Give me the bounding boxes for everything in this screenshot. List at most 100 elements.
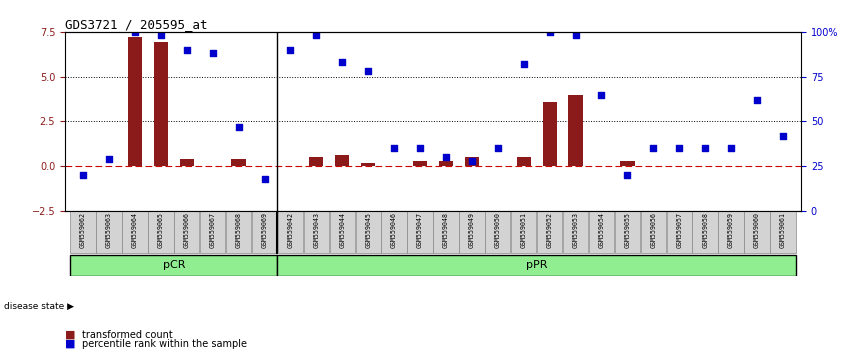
Point [154,33,168,38]
Point [102,156,116,162]
Text: GDS3721 / 205595_at: GDS3721 / 205595_at [65,18,208,31]
Bar [278,211,303,253]
Text: GSM559049: GSM559049 [469,212,475,248]
Bar [511,211,536,253]
Text: GSM559066: GSM559066 [184,212,190,248]
Bar [641,211,666,253]
Text: GSM559047: GSM559047 [417,212,423,248]
Point [465,158,479,164]
Point [361,68,375,74]
Bar [335,155,349,166]
Text: percentile rank within the sample: percentile rank within the sample [82,339,248,349]
Bar [226,211,251,253]
Point [439,154,453,160]
Text: GSM559043: GSM559043 [313,212,320,248]
Text: ■: ■ [65,330,75,339]
Point [76,172,90,178]
Bar [70,211,96,253]
Bar [122,211,147,253]
Bar [304,211,329,253]
Bar [667,211,692,253]
Text: GSM559068: GSM559068 [236,212,242,248]
Point [672,145,686,151]
Bar [744,211,770,253]
Bar [231,159,246,166]
Bar [517,157,531,166]
Text: GSM559067: GSM559067 [210,212,216,248]
Text: transformed count: transformed count [82,330,173,339]
Point [335,59,349,65]
Text: GSM559062: GSM559062 [80,212,86,248]
Point [543,29,557,35]
Text: GSM559048: GSM559048 [443,212,449,248]
Bar [693,211,718,253]
Text: GSM559064: GSM559064 [132,212,138,248]
Text: GSM559045: GSM559045 [365,212,372,248]
Bar [356,211,381,253]
Bar [719,211,744,253]
Point [128,29,142,35]
Bar [615,211,640,253]
Point [646,145,660,151]
Text: pCR: pCR [163,261,185,270]
Bar [620,161,635,166]
Bar [433,211,459,253]
Point [283,47,297,53]
Bar [542,102,557,166]
Bar [174,211,199,253]
Bar [439,161,453,166]
Bar [589,211,614,253]
Point [517,61,531,67]
Text: GSM559054: GSM559054 [598,212,604,248]
Text: GSM559052: GSM559052 [546,212,553,248]
Point [620,172,634,178]
Text: GSM559053: GSM559053 [572,212,578,248]
Text: GSM559055: GSM559055 [624,212,630,248]
Point [206,51,220,56]
Text: GSM559056: GSM559056 [650,212,656,248]
Bar [459,211,485,253]
Bar [148,211,173,253]
Bar [179,159,194,166]
Text: GSM559058: GSM559058 [702,212,708,248]
Text: GSM559057: GSM559057 [676,212,682,248]
Bar [330,211,355,253]
Point [595,92,609,97]
Bar [465,157,479,166]
Text: GSM559042: GSM559042 [288,212,294,248]
Text: GSM559046: GSM559046 [391,212,397,248]
Point [232,124,246,130]
Bar [568,95,583,166]
Bar [413,161,427,166]
Bar [200,211,225,253]
Bar [770,211,796,253]
Bar [128,37,142,166]
Bar [277,255,796,276]
Point [491,145,505,151]
Point [776,133,790,138]
Text: GSM559044: GSM559044 [339,212,346,248]
Text: GSM559063: GSM559063 [106,212,112,248]
Bar [563,211,588,253]
Bar [70,255,277,276]
Text: GSM559051: GSM559051 [520,212,527,248]
Text: disease state ▶: disease state ▶ [4,302,74,311]
Bar [407,211,433,253]
Point [387,145,401,151]
Point [569,33,583,38]
Text: pPR: pPR [526,261,547,270]
Bar [537,211,562,253]
Point [724,145,738,151]
Bar [381,211,407,253]
Bar [485,211,510,253]
Bar [96,211,122,253]
Point [309,33,323,38]
Point [257,176,271,182]
Text: GSM559060: GSM559060 [754,212,760,248]
Bar [361,162,375,166]
Text: GSM559065: GSM559065 [158,212,164,248]
Text: GSM559059: GSM559059 [728,212,734,248]
Point [698,145,712,151]
Bar [309,157,324,166]
Bar [252,211,277,253]
